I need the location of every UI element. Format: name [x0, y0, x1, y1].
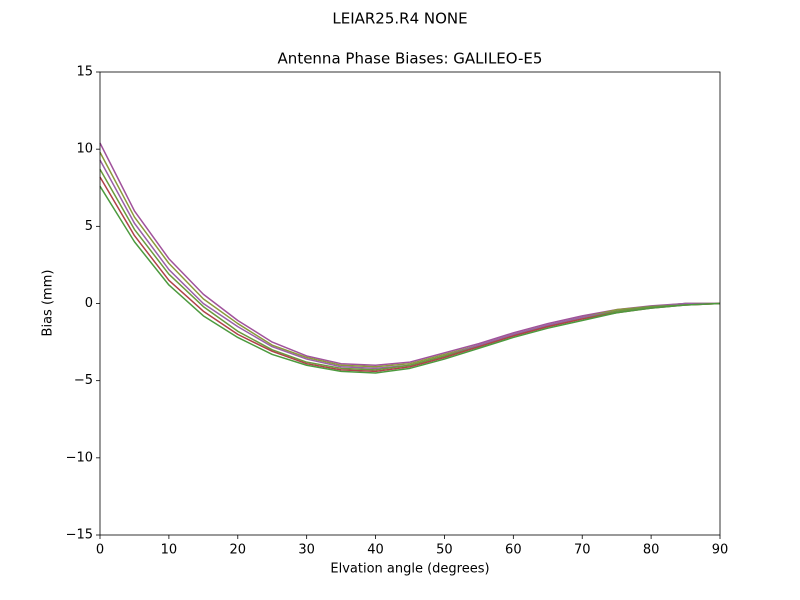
x-tick-label: 70: [574, 543, 591, 558]
x-tick-label: 0: [96, 543, 104, 558]
x-tick-label: 90: [712, 543, 729, 558]
series-line: [99, 159, 720, 370]
series-line: [99, 185, 721, 374]
y-tick-label: −15: [66, 528, 93, 543]
series-line: [99, 142, 720, 366]
x-axis-label: Elvation angle (degrees): [330, 562, 489, 577]
chart-title: Antenna Phase Biases: GALILEO-E5: [278, 50, 543, 68]
x-tick-label: 40: [367, 543, 384, 558]
y-tick-label: −5: [74, 373, 93, 388]
series-line: [99, 151, 720, 368]
x-tick-label: 20: [230, 543, 247, 558]
series-line: [99, 168, 721, 371]
x-tick-label: 10: [161, 543, 178, 558]
x-tick-label: 30: [298, 543, 315, 558]
y-tick-label: 0: [85, 296, 93, 311]
y-tick-label: 10: [76, 142, 93, 157]
y-tick-label: 5: [85, 219, 93, 234]
x-tick-label: 80: [643, 543, 660, 558]
plot-frame: [99, 71, 721, 536]
y-tick-label: −10: [66, 450, 93, 465]
x-tick-label: 50: [436, 543, 453, 558]
y-tick-label: 15: [76, 65, 93, 80]
series-line: [99, 176, 721, 373]
y-axis-label: Bias (mm): [41, 270, 56, 337]
suptitle: LEIAR25.R4 NONE: [332, 10, 467, 28]
x-tick-label: 60: [505, 543, 522, 558]
